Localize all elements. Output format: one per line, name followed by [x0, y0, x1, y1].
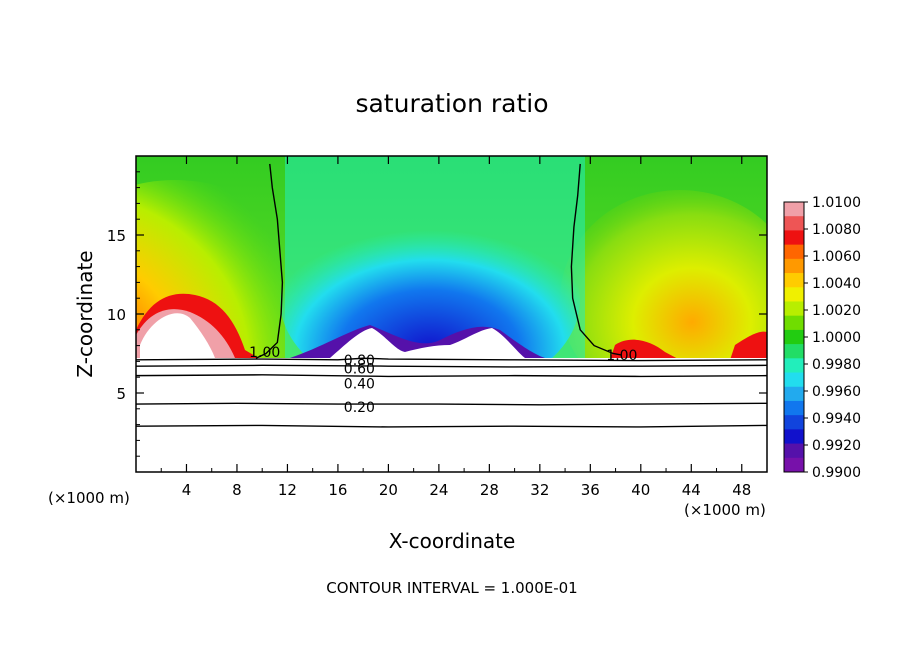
colorbar-label: 0.9940	[812, 411, 861, 427]
x-tick-label: 32	[530, 481, 549, 499]
colorbar: 1.0100 1.0080 1.0060 1.0040 1.0020 1.0000 0.99…	[783, 195, 861, 481]
chart-title: saturation ratio	[355, 89, 548, 118]
y-tick-label: 15	[107, 227, 126, 245]
field-left-hole	[140, 313, 215, 358]
x-unit-left: (×1000 m)	[48, 489, 130, 507]
x-tick-label: 28	[480, 481, 499, 499]
colorbar-swatch	[784, 329, 804, 345]
contour-line	[136, 374, 767, 378]
colorbar-swatch	[784, 457, 804, 473]
contour-labels: 1.00 1.00 0.800.600.40 0.20	[249, 345, 637, 416]
colorbar-swatch	[784, 386, 804, 402]
colorbar-swatch	[784, 202, 804, 217]
colorbar-label: 1.0060	[812, 249, 861, 265]
contour-line	[136, 364, 767, 368]
x-tick-label: 12	[278, 481, 297, 499]
contour-label: 0.80	[344, 353, 375, 369]
colorbar-swatch	[784, 358, 804, 374]
colorbar-swatch	[784, 344, 804, 359]
colorbar-label: 1.0080	[812, 222, 861, 238]
contour-lines	[136, 163, 767, 428]
colorbar-label: 1.0100	[812, 195, 861, 211]
field-right-edge	[730, 331, 767, 360]
colorbar-swatch	[784, 287, 804, 302]
contour-line	[136, 402, 767, 406]
x-tick-label: 8	[232, 481, 242, 499]
colorbar-swatch	[784, 244, 804, 260]
contour-label: 0.60	[344, 362, 375, 378]
x-tick-label: 48	[732, 481, 751, 499]
colorbar-swatch	[784, 443, 804, 459]
colorbar-swatch	[784, 230, 804, 246]
x-axis-title: X-coordinate	[389, 529, 516, 553]
x-unit-right: (×1000 m)	[684, 501, 766, 519]
colorbar-label: 1.0000	[812, 330, 861, 346]
contour-line	[136, 424, 767, 428]
contour-interval-note: CONTOUR INTERVAL = 1.000E-01	[326, 579, 577, 597]
contour-label: 1.00	[606, 348, 637, 364]
x-tick-label: 40	[631, 481, 650, 499]
x-tick-label: 44	[682, 481, 701, 499]
contour-line	[136, 357, 767, 362]
colorbar-swatch	[784, 315, 804, 331]
x-tick-label: 36	[581, 481, 600, 499]
contour-line	[255, 163, 284, 359]
contour-line	[570, 163, 622, 356]
x-tick-label: 20	[379, 481, 398, 499]
heatmap-field	[136, 156, 767, 472]
y-tick-label: 10	[107, 306, 126, 324]
x-tick-label: 16	[328, 481, 347, 499]
colorbar-label: 1.0040	[812, 276, 861, 292]
colorbar-swatch	[784, 415, 804, 430]
colorbar-label: 1.0020	[812, 303, 861, 319]
colorbar-swatch	[784, 301, 804, 317]
colorbar-swatch	[784, 273, 804, 288]
x-axis-ticks: 4 8 12 16 20 24 28 32 36 40 44 48	[160, 156, 751, 499]
contour-label: 0.20	[344, 400, 375, 416]
colorbar-swatch	[784, 429, 804, 445]
contour-label: 1.00	[249, 345, 280, 361]
colorbar-swatch	[784, 258, 804, 274]
colorbar-swatch	[784, 400, 804, 416]
colorbar-label: 0.9920	[812, 438, 861, 454]
y-axis-ticks: 5 10 15	[107, 171, 767, 457]
contour-label: 0.40	[344, 377, 375, 393]
field-right-band	[610, 339, 680, 360]
field-lower-white	[136, 358, 767, 472]
colorbar-label: 0.9960	[812, 384, 861, 400]
colorbar-label: 0.9900	[812, 465, 861, 481]
x-tick-label: 24	[429, 481, 448, 499]
y-axis-title: Z-coordinate	[73, 250, 97, 377]
x-tick-label: 4	[182, 481, 192, 499]
colorbar-swatch	[784, 372, 804, 388]
colorbar-swatch	[784, 216, 804, 231]
y-tick-label: 5	[116, 385, 126, 403]
field-bump-white	[330, 328, 525, 358]
colorbar-label: 0.9980	[812, 357, 861, 373]
